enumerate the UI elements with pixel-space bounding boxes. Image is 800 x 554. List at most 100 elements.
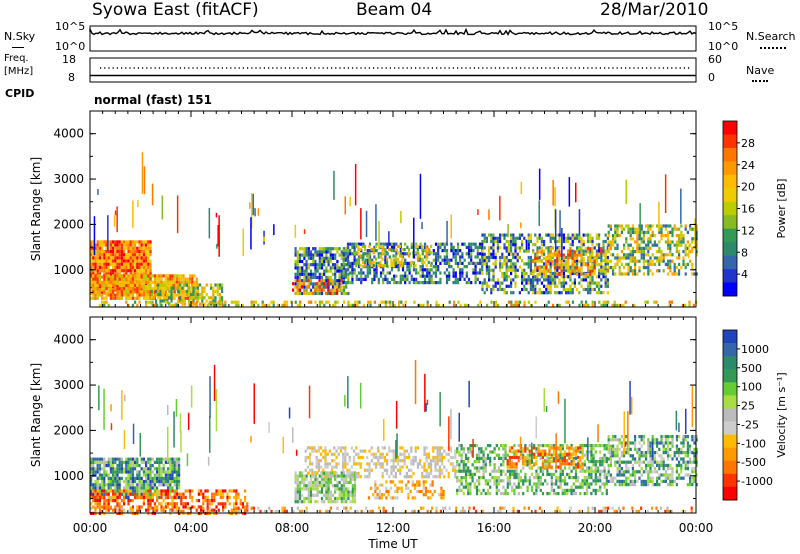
echo-cell xyxy=(547,284,550,288)
echo-cell xyxy=(420,303,423,307)
echo-cell xyxy=(556,291,559,295)
echo-cell xyxy=(306,465,309,469)
echo-cell xyxy=(527,265,530,269)
echo-cell xyxy=(235,300,238,304)
echo-cell xyxy=(482,460,485,464)
echo-cell xyxy=(395,252,398,256)
echo-cell xyxy=(404,252,407,256)
echo-cell xyxy=(351,242,354,246)
echo-cell xyxy=(94,457,97,461)
echo-cell xyxy=(306,446,309,450)
echo-cell xyxy=(171,486,174,490)
echo-cell xyxy=(94,467,97,471)
echo-cell xyxy=(640,230,643,234)
echo-cell xyxy=(440,493,443,497)
echo-cell xyxy=(351,261,354,265)
echo-cell xyxy=(101,473,104,477)
echo-cell xyxy=(131,280,134,284)
echo-cell xyxy=(116,269,119,273)
echo-cell xyxy=(486,488,490,492)
echo-cell xyxy=(649,256,652,260)
echo-cell xyxy=(296,490,299,494)
echo-cell xyxy=(324,455,327,460)
echo-cell xyxy=(556,263,559,267)
echo-cell xyxy=(189,274,192,278)
echo-cell xyxy=(145,476,148,480)
echo-cell xyxy=(452,252,455,256)
echo-cell xyxy=(602,246,605,250)
echo-cell xyxy=(589,249,592,253)
echo-cell xyxy=(129,272,132,276)
echo-cell xyxy=(567,300,570,304)
echo-cell xyxy=(377,252,380,256)
echo-cell xyxy=(527,239,530,244)
echo-streak xyxy=(273,224,275,236)
echo-cell xyxy=(381,471,384,476)
echo-cell xyxy=(101,280,104,284)
echo-cell xyxy=(536,278,539,282)
echo-cell xyxy=(127,290,130,294)
echo-cell xyxy=(214,299,217,303)
echo-cell xyxy=(481,259,484,263)
echo-cell xyxy=(607,259,610,263)
echo-cell xyxy=(576,246,579,250)
echo-cell xyxy=(482,456,485,460)
echo-cell xyxy=(107,259,110,263)
echo-cell xyxy=(441,258,444,262)
nsky-tick-bottom: 10^0 xyxy=(55,40,86,53)
echo-cell xyxy=(512,291,515,295)
echo-cell xyxy=(216,293,219,297)
echo-cell xyxy=(294,477,297,481)
echo-cell xyxy=(335,455,338,460)
echo-cell xyxy=(189,277,192,281)
echo-cell xyxy=(485,239,488,244)
echo-cell xyxy=(107,508,110,512)
echo-cell xyxy=(215,489,218,493)
echo-cell xyxy=(349,265,352,269)
echo-cell xyxy=(207,302,210,306)
echo-cell xyxy=(334,253,337,257)
echo-cell xyxy=(602,271,605,276)
echo-cell xyxy=(169,480,172,484)
echo-cell xyxy=(481,287,484,292)
echo-cell xyxy=(567,233,570,237)
echo-cell xyxy=(346,475,349,479)
echo-cell xyxy=(107,489,110,493)
echo-cell xyxy=(686,246,689,250)
echo-cell xyxy=(182,502,185,506)
echo-cell xyxy=(456,492,459,496)
echo-cell xyxy=(567,269,570,273)
echo-cell xyxy=(423,449,426,453)
echo-cell xyxy=(309,288,313,292)
echo-cell xyxy=(92,499,95,503)
echo-cell xyxy=(431,483,434,487)
echo-cell xyxy=(201,296,204,300)
echo-cell xyxy=(443,475,446,479)
echo-cell xyxy=(342,452,345,456)
echo-cell xyxy=(598,281,601,285)
echo-cell xyxy=(191,499,194,503)
echo-cell xyxy=(390,277,394,281)
echo-cell xyxy=(629,269,632,273)
echo-cell xyxy=(114,470,117,474)
echo-cell xyxy=(353,249,356,253)
echo-cell xyxy=(482,463,485,467)
echo-cell xyxy=(353,245,356,249)
echo-cell xyxy=(414,251,417,255)
echo-cell xyxy=(591,275,594,279)
echo-cell xyxy=(351,303,354,307)
echo-cell xyxy=(325,269,328,273)
echo-cell xyxy=(405,455,408,460)
echo-cell xyxy=(437,255,440,259)
echo-cell xyxy=(388,248,391,252)
echo-cell xyxy=(551,246,554,250)
echo-cell xyxy=(167,473,170,477)
echo-streak xyxy=(378,221,380,250)
nsky-legend-line xyxy=(12,47,24,48)
echo-cell xyxy=(294,300,297,304)
echo-cell xyxy=(556,265,559,269)
echo-cell xyxy=(366,462,369,466)
echo-cell xyxy=(510,271,513,276)
echo-cell xyxy=(604,256,607,260)
echo-cell xyxy=(149,502,152,506)
